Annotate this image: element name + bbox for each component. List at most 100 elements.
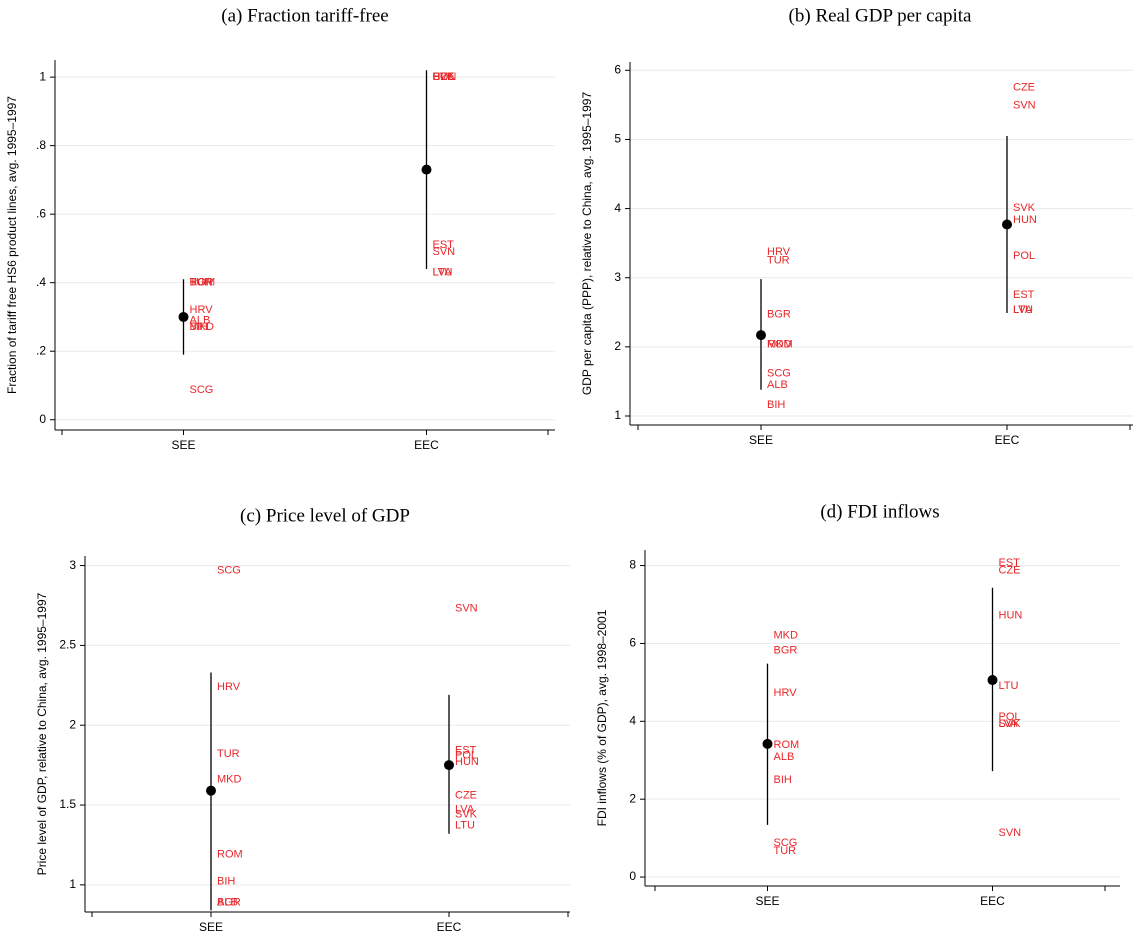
y-tick-label: 1.5: [59, 797, 76, 811]
point-label: BIH: [190, 321, 208, 333]
point-label: EST: [1013, 289, 1035, 301]
point-label: ALB: [217, 896, 238, 908]
point-label: SVN: [433, 246, 456, 258]
mean-dot: [756, 330, 766, 341]
point-label: SVK: [455, 809, 478, 821]
point-label: CZE: [455, 789, 477, 801]
point-label: EST: [433, 239, 455, 251]
point-label: HRV: [767, 246, 791, 258]
point-label: MKD: [190, 321, 215, 333]
x-tick-label: SEE: [199, 920, 223, 934]
point-label: LTU: [433, 266, 453, 278]
point-label: LVA: [455, 804, 475, 816]
point-label: ROM: [190, 277, 216, 289]
point-label: ROM: [774, 739, 800, 751]
point-label: HRV: [217, 681, 241, 693]
point-label: HUN: [1013, 214, 1037, 226]
point-label: SCG: [190, 384, 214, 396]
point-label: HUN: [999, 610, 1023, 622]
y-tick-label: 1: [614, 408, 621, 422]
point-label: CZE: [433, 71, 455, 83]
y-axis-label: Price level of GDP, relative to China, a…: [35, 592, 49, 875]
point-label: MKD: [767, 339, 792, 351]
x-tick-label: SEE: [171, 438, 195, 452]
point-label: BIH: [774, 774, 792, 786]
point-label: LVA: [433, 266, 453, 278]
point-label: ALB: [190, 314, 211, 326]
point-label: TUR: [190, 277, 213, 289]
y-tick-label: 2: [614, 339, 621, 353]
chart-title: (d) FDI inflows: [820, 501, 939, 522]
x-tick-label: SEE: [755, 894, 779, 908]
point-label: ROM: [217, 848, 243, 860]
y-tick-label: 2: [69, 717, 76, 731]
point-label: EST: [999, 557, 1021, 569]
mean-dot: [178, 311, 189, 322]
x-tick-label: SEE: [749, 433, 773, 447]
chart-title: (a) Fraction tariff-free: [221, 5, 388, 26]
mean-dot: [987, 675, 998, 686]
point-label: LTU: [455, 820, 475, 832]
point-label: BIH: [767, 399, 785, 411]
mean-dot: [444, 760, 454, 771]
y-tick-label: .4: [36, 275, 46, 289]
point-label: POL: [999, 711, 1021, 723]
y-tick-label: 2.5: [59, 638, 76, 652]
y-tick-label: .6: [36, 206, 46, 220]
y-tick-label: 0: [629, 869, 636, 883]
x-tick-label: EEC: [414, 438, 439, 452]
y-tick-label: .8: [36, 138, 46, 152]
point-label: BGR: [190, 277, 214, 289]
point-label: BGR: [767, 308, 791, 320]
point-label: SCG: [217, 564, 241, 576]
point-label: TUR: [767, 254, 790, 266]
point-label: SVK: [999, 718, 1022, 730]
point-label: LTU: [999, 680, 1019, 692]
y-tick-label: 1: [69, 877, 76, 891]
y-tick-label: 4: [614, 201, 621, 215]
y-axis-label: Fraction of tariff free HS6 product line…: [5, 96, 19, 394]
y-axis-label: FDI inflows (% of GDP), avg. 1998–2001: [595, 609, 609, 826]
point-label: POL: [455, 749, 477, 761]
point-label: LVA: [999, 718, 1019, 730]
y-tick-label: 8: [629, 558, 636, 572]
y-tick-label: 3: [69, 558, 76, 572]
y-tick-label: 4: [629, 713, 636, 727]
y-tick-label: 6: [614, 62, 621, 76]
y-tick-label: 1: [39, 69, 46, 83]
point-label: HUN: [433, 71, 457, 83]
y-tick-label: 2: [629, 791, 636, 805]
point-label: SCG: [774, 837, 798, 849]
point-label: EST: [455, 745, 477, 757]
y-axis-label: GDP per capita (PPP), relative to China,…: [580, 92, 594, 396]
y-tick-label: 5: [614, 132, 621, 146]
chart-title: (c) Price level of GDP: [240, 505, 410, 526]
point-label: SVN: [999, 827, 1022, 839]
point-label: SCG: [767, 368, 791, 380]
point-label: CZE: [999, 565, 1021, 577]
point-label: SVN: [455, 603, 478, 615]
point-label: SVK: [433, 71, 456, 83]
point-label: BIH: [217, 876, 235, 888]
point-label: HRV: [774, 687, 798, 699]
point-label: POL: [433, 71, 455, 83]
y-tick-label: 3: [614, 270, 621, 284]
point-label: TUR: [774, 845, 797, 857]
point-label: LTU: [1013, 304, 1033, 316]
mean-dot: [762, 738, 773, 749]
y-tick-label: .2: [36, 343, 46, 357]
point-label: ROM: [767, 339, 793, 351]
point-label: ALB: [767, 379, 788, 391]
x-tick-label: EEC: [437, 920, 462, 934]
point-label: MKD: [217, 773, 242, 785]
point-label: BGR: [217, 896, 241, 908]
point-label: TUR: [217, 748, 240, 760]
point-label: SVK: [1013, 202, 1036, 214]
point-label: POL: [1013, 250, 1035, 262]
y-tick-label: 0: [39, 412, 46, 426]
point-label: MKD: [774, 630, 799, 642]
point-label: ALB: [774, 751, 795, 763]
chart-title: (b) Real GDP per capita: [789, 5, 972, 26]
point-label: BGR: [774, 645, 798, 657]
